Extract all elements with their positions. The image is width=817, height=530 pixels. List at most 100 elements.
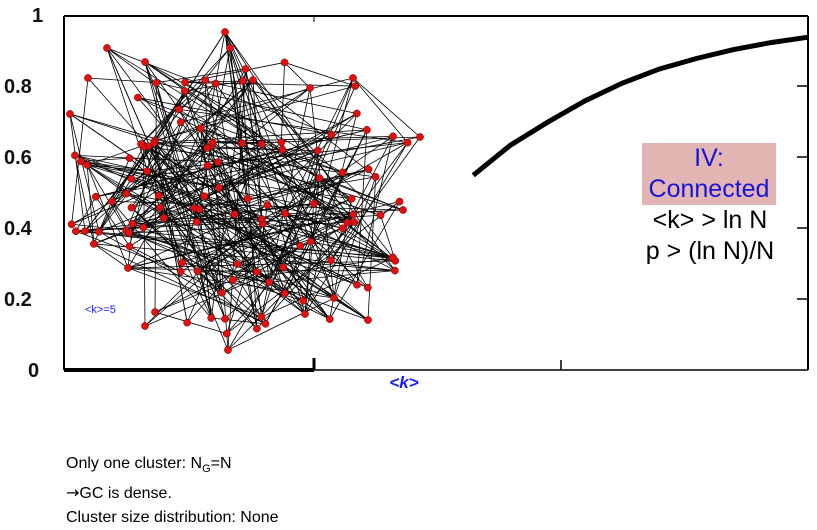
- network-node: [141, 58, 148, 65]
- network-node: [179, 259, 186, 266]
- network-node: [126, 243, 133, 250]
- network-node: [140, 224, 147, 231]
- caption-line-3: Cluster size distribution: None: [66, 506, 279, 530]
- network-node: [84, 74, 91, 81]
- network-node: [316, 174, 323, 181]
- network-node: [307, 238, 314, 245]
- network-edge: [129, 222, 354, 233]
- network-node: [353, 281, 360, 288]
- network-edge: [131, 208, 222, 293]
- y-tick-label: 0.4: [4, 218, 33, 240]
- network-node: [214, 158, 221, 165]
- network-node: [153, 79, 160, 86]
- network-node: [249, 76, 256, 83]
- network-node: [144, 168, 151, 175]
- y-tick-label: 1: [32, 5, 43, 27]
- network-node: [266, 279, 273, 286]
- y-tick-labels: 1 0.8 0.6 0.4 0.2 0: [4, 5, 43, 382]
- network-node: [350, 211, 357, 218]
- network-node: [226, 44, 233, 51]
- network-node: [194, 268, 201, 275]
- network-node: [281, 290, 288, 297]
- network-node: [137, 140, 144, 147]
- y-tick-label: 0.6: [4, 147, 32, 169]
- network-node: [125, 229, 132, 236]
- network-node: [253, 268, 260, 275]
- network-node: [352, 82, 359, 89]
- network-node: [177, 119, 184, 126]
- network-node: [364, 316, 371, 323]
- network-node: [177, 268, 184, 275]
- network-node: [175, 106, 182, 113]
- network-node: [377, 212, 384, 219]
- regime-condition-2: p > (ln N)/N: [630, 236, 790, 267]
- network-node: [242, 65, 249, 72]
- regime-condition-1: <k> > ln N: [630, 205, 790, 236]
- network-node: [297, 242, 304, 249]
- average-degree-label: <k>=5: [85, 304, 116, 316]
- network-node: [103, 44, 110, 51]
- network-node: [141, 322, 148, 329]
- network-edge: [285, 214, 353, 215]
- network-node: [262, 320, 269, 327]
- network-node: [201, 193, 208, 200]
- network-node: [234, 260, 241, 267]
- network-node: [300, 297, 307, 304]
- network-node: [95, 228, 102, 235]
- network-node: [181, 79, 188, 86]
- network-node: [339, 169, 346, 176]
- caption-line-1: Only one cluster: NG=N: [66, 452, 279, 481]
- network-node: [314, 147, 321, 154]
- network-node: [349, 74, 356, 81]
- network-node: [399, 206, 406, 213]
- network-node: [364, 284, 371, 291]
- network-node: [351, 218, 358, 225]
- network-node: [404, 139, 411, 146]
- network-node: [258, 215, 265, 222]
- y-tick-label: 0.8: [4, 76, 32, 98]
- network-node: [224, 346, 231, 353]
- network-node: [156, 204, 163, 211]
- network-node: [126, 155, 133, 162]
- y-tick-label: 0.2: [4, 289, 32, 311]
- network-node: [81, 228, 88, 235]
- network-node: [155, 192, 162, 199]
- network-node: [416, 133, 423, 140]
- caption-line-1-prefix: Only one cluster: N: [66, 455, 202, 472]
- network-node: [77, 158, 84, 165]
- network-node: [396, 198, 403, 205]
- network-node: [281, 59, 288, 66]
- network-node: [72, 228, 79, 235]
- caption-line-1-suffix: =N: [211, 455, 232, 472]
- y-tick-label: 0: [28, 360, 39, 382]
- network-node: [204, 144, 211, 151]
- network-node: [124, 264, 131, 271]
- network-node: [68, 221, 75, 228]
- caption: Only one cluster: NG=N →GC is dense. Clu…: [66, 452, 279, 530]
- network-node: [253, 325, 260, 332]
- caption-line-2: →GC is dense.: [66, 481, 279, 506]
- network-node: [134, 94, 141, 101]
- regime-title-2: Connected: [642, 174, 776, 205]
- network-node: [212, 80, 219, 87]
- regime-title-1: IV:: [642, 143, 776, 174]
- regime-box: IV: Connected <k> > ln N p > (ln N)/N: [630, 143, 790, 267]
- x-axis-label: <k>: [389, 373, 418, 392]
- network-node: [223, 330, 230, 337]
- network-edge: [72, 78, 88, 224]
- network-node: [215, 184, 222, 191]
- network-node: [363, 126, 370, 133]
- network-node: [389, 254, 396, 261]
- network-node: [311, 200, 318, 207]
- network-node: [353, 110, 360, 117]
- network-node: [239, 140, 246, 147]
- network-node: [326, 316, 333, 323]
- network-node: [339, 225, 346, 232]
- network-node: [330, 294, 337, 301]
- network-node: [197, 125, 204, 132]
- network-node: [258, 313, 265, 320]
- network-edge: [285, 62, 356, 86]
- network-edge: [87, 165, 128, 268]
- network-node: [301, 310, 308, 317]
- network-node: [229, 276, 236, 283]
